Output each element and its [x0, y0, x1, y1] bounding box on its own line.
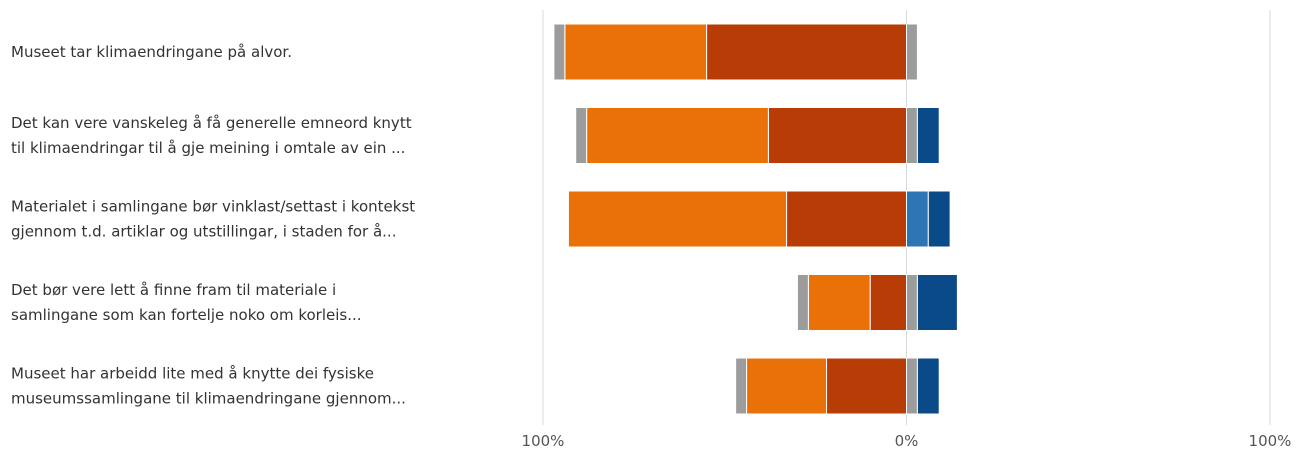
bar-segment-1-2: [575, 107, 588, 164]
bar-segment-2-0: [786, 190, 907, 248]
bar-segment-1-0: [767, 107, 907, 164]
category-label-2-1: gjennom t.d. artiklar og utstillingar, i…: [11, 223, 396, 241]
bar-segment-1-3: [906, 107, 918, 164]
bar-segment-3-2: [796, 274, 809, 331]
bar-segment-2-4: [906, 190, 929, 248]
bar-segment-3-1: [807, 274, 871, 331]
bar-segment-0-1: [564, 23, 708, 81]
bar-segment-4-1: [746, 357, 828, 415]
category-label-4-0: Museet har arbeidd lite med å knytte dei…: [11, 365, 374, 383]
category-label-0-0: Museet tar klimaendringane på alvor.: [11, 43, 292, 61]
bar-segment-1-1: [586, 107, 769, 164]
bar-segment-3-0: [869, 274, 908, 331]
category-label-3-0: Det bør vere lett å finne fram til mater…: [11, 281, 336, 299]
bar-segment-4-2: [735, 357, 748, 415]
bar-segment-0-0: [706, 23, 908, 81]
bar-segment-4-0: [826, 357, 908, 415]
bar-segment-4-5: [916, 357, 940, 415]
category-label-4-1: museumssamlingane til klimaendringane gj…: [11, 390, 406, 408]
bar-segment-2-1: [567, 190, 788, 248]
category-label-1-1: til klimaendringar til å gje meining i o…: [11, 139, 405, 157]
bar-segment-3-5: [916, 274, 958, 331]
category-label-1-0: Det kan vere vanskeleg å få generelle em…: [11, 114, 412, 132]
x-tick-label-2: 100%: [1249, 432, 1292, 450]
bar-segment-4-3: [906, 357, 918, 415]
category-label-2-0: Materialet i samlingane bør vinklast/set…: [11, 198, 415, 216]
category-label-3-1: samlingane som kan fortelje noko om korl…: [11, 306, 362, 324]
bar-segment-3-3: [906, 274, 918, 331]
bar-segment-0-2: [553, 23, 566, 81]
x-tick-label-1: 0%: [895, 432, 919, 450]
bar-segment-1-5: [916, 107, 940, 164]
bar-segment-0-3: [906, 23, 918, 81]
x-tick-label-0: 100%: [522, 432, 565, 450]
bar-segment-2-5: [927, 190, 951, 248]
